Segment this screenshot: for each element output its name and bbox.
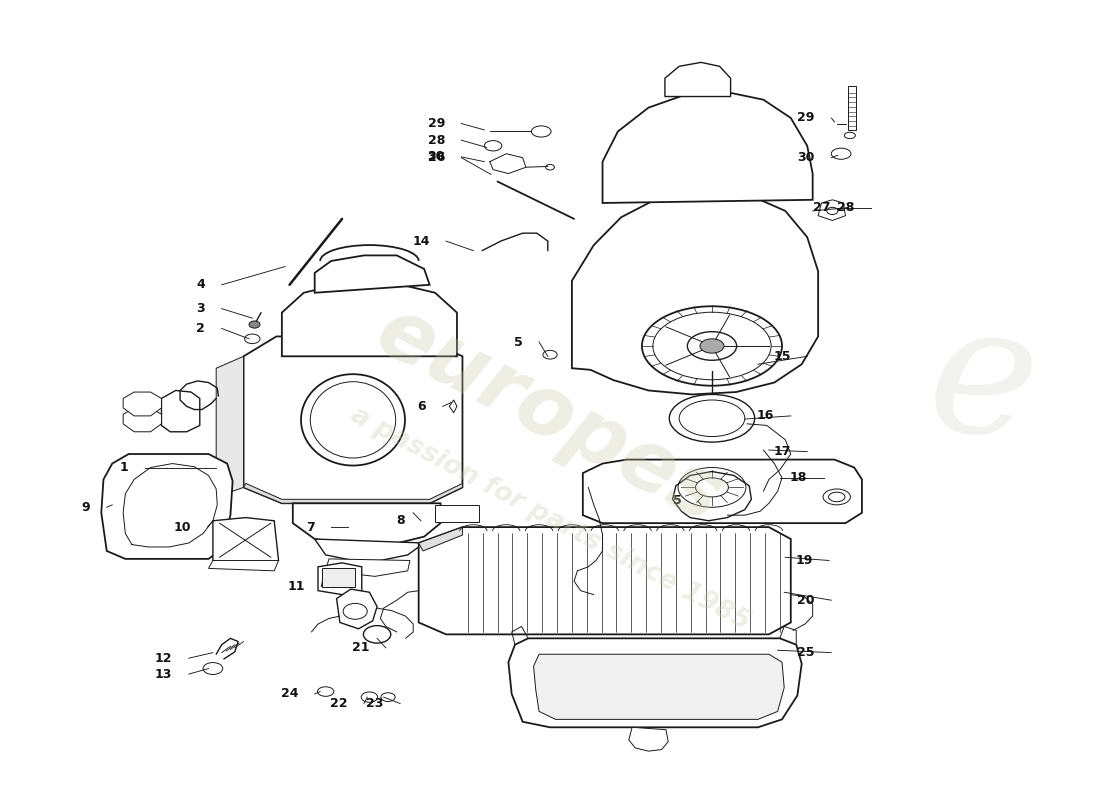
Text: 1: 1 (120, 461, 129, 474)
Polygon shape (337, 589, 377, 629)
Polygon shape (123, 392, 162, 416)
Text: 21: 21 (352, 642, 370, 654)
Polygon shape (209, 561, 278, 571)
Text: europes: europes (363, 291, 737, 541)
Text: 29: 29 (798, 111, 815, 125)
Polygon shape (318, 563, 362, 594)
Text: 13: 13 (155, 667, 173, 681)
Text: 23: 23 (366, 697, 384, 710)
Polygon shape (672, 471, 751, 521)
Polygon shape (315, 539, 425, 561)
Ellipse shape (832, 148, 851, 159)
Polygon shape (315, 255, 430, 293)
Polygon shape (101, 454, 232, 559)
Text: 10: 10 (174, 521, 191, 534)
Text: 28: 28 (428, 134, 444, 146)
Polygon shape (217, 356, 243, 497)
Text: 7: 7 (306, 521, 315, 534)
Polygon shape (572, 190, 818, 394)
Text: 8: 8 (396, 514, 405, 527)
Ellipse shape (688, 332, 737, 360)
Text: 30: 30 (428, 150, 444, 163)
Polygon shape (282, 282, 456, 356)
Text: 16: 16 (757, 410, 774, 422)
Polygon shape (123, 408, 162, 432)
Ellipse shape (204, 662, 223, 674)
Text: 15: 15 (773, 350, 791, 363)
Ellipse shape (318, 686, 333, 696)
Ellipse shape (381, 693, 395, 702)
Ellipse shape (363, 626, 390, 643)
Text: 4: 4 (197, 278, 206, 291)
Text: 9: 9 (81, 501, 90, 514)
Ellipse shape (244, 334, 260, 343)
Text: 26: 26 (428, 151, 444, 164)
Polygon shape (629, 727, 668, 751)
Text: 27: 27 (813, 202, 830, 214)
Ellipse shape (700, 339, 724, 353)
Polygon shape (326, 559, 410, 576)
Polygon shape (243, 337, 462, 503)
Text: 20: 20 (798, 594, 815, 606)
Polygon shape (603, 92, 813, 203)
Text: 30: 30 (798, 151, 815, 164)
Text: a passion for parts since 1985: a passion for parts since 1985 (345, 402, 755, 636)
Polygon shape (818, 200, 846, 221)
Polygon shape (679, 402, 745, 440)
Text: 24: 24 (280, 687, 298, 701)
Ellipse shape (642, 306, 782, 386)
Ellipse shape (249, 321, 260, 328)
Text: 25: 25 (798, 646, 815, 659)
Ellipse shape (531, 126, 551, 137)
Text: 28: 28 (837, 202, 855, 214)
Ellipse shape (695, 478, 728, 497)
Text: 6: 6 (418, 400, 427, 413)
Polygon shape (534, 654, 784, 719)
Polygon shape (848, 86, 857, 130)
Bar (322, 568, 355, 586)
Polygon shape (664, 62, 730, 97)
Ellipse shape (669, 394, 755, 442)
Polygon shape (243, 483, 462, 503)
Text: 22: 22 (330, 697, 348, 710)
Polygon shape (508, 638, 802, 727)
Text: 5: 5 (514, 335, 522, 349)
Polygon shape (293, 503, 441, 545)
Ellipse shape (823, 489, 850, 505)
Polygon shape (213, 518, 278, 566)
Polygon shape (419, 527, 791, 634)
Text: 19: 19 (795, 554, 813, 567)
Polygon shape (583, 459, 862, 523)
Text: 3: 3 (197, 302, 206, 315)
Ellipse shape (543, 350, 557, 359)
Polygon shape (162, 390, 200, 432)
Ellipse shape (484, 141, 502, 151)
Text: 29: 29 (428, 117, 444, 130)
Text: e: e (917, 290, 1047, 479)
Polygon shape (419, 527, 462, 551)
Ellipse shape (845, 132, 856, 138)
Text: 14: 14 (412, 234, 430, 248)
Text: 18: 18 (790, 471, 807, 484)
Text: 17: 17 (773, 445, 791, 458)
Text: 12: 12 (155, 652, 173, 665)
Bar (436, 505, 478, 522)
Ellipse shape (343, 603, 367, 619)
Text: 11: 11 (287, 580, 305, 593)
Text: 2: 2 (197, 322, 206, 335)
Text: 5: 5 (672, 494, 681, 507)
Ellipse shape (301, 374, 405, 466)
